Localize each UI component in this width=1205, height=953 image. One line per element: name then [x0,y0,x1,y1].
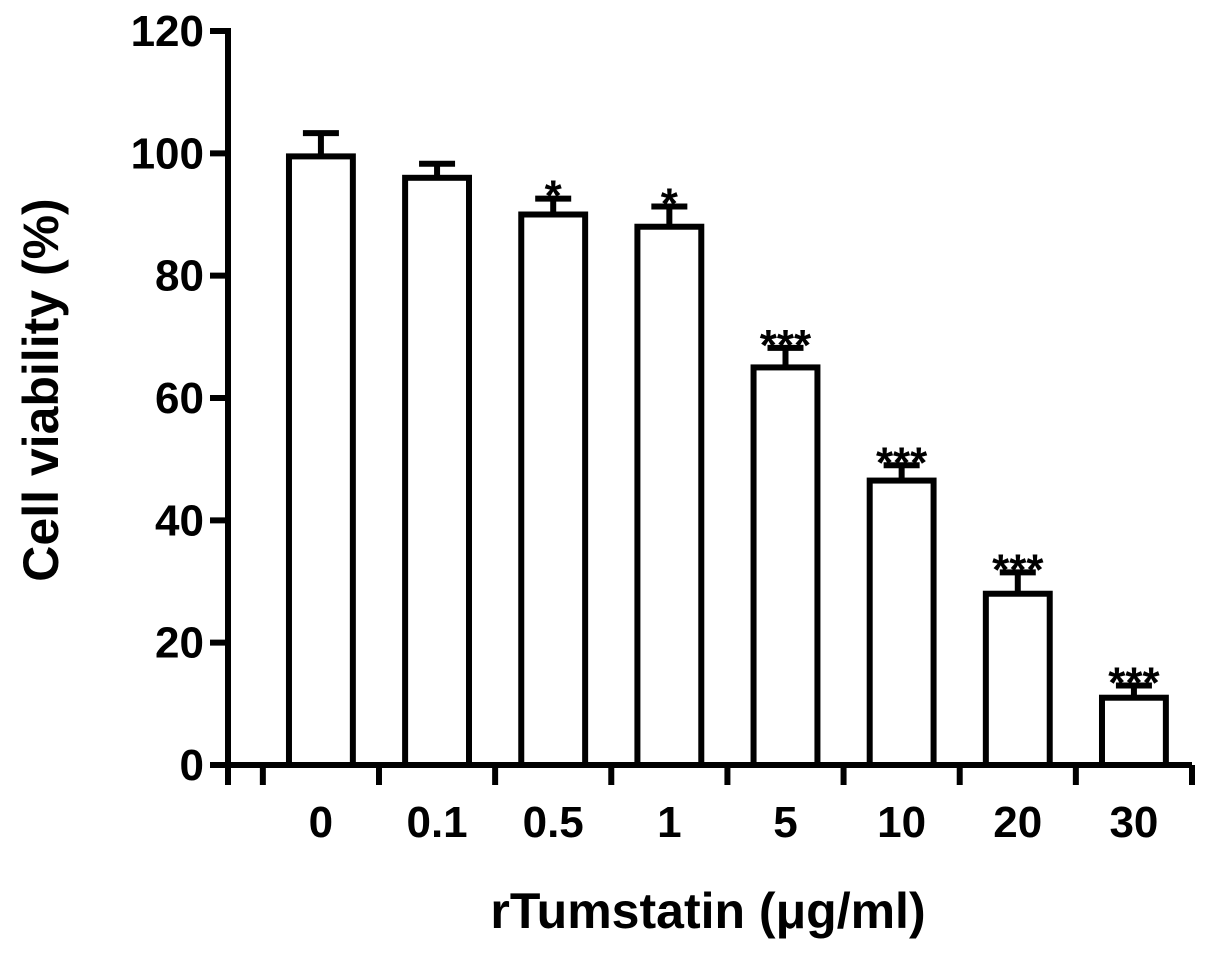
bar [750,364,821,768]
bar-group: *** [866,438,937,768]
bar-group [402,160,472,769]
y-tick-label: 80 [155,252,204,301]
x-axis-title: rTumstatin (μg/ml) [490,883,925,939]
bar [866,477,937,768]
bar [982,590,1053,768]
x-tick-label: 10 [877,798,926,847]
significance-label: *** [760,321,812,370]
x-tick-label: 1 [657,798,681,847]
x-tick-label: 0 [309,798,333,847]
bars: * ************* [285,130,1169,769]
x-tick-label: 30 [1109,798,1158,847]
x-axis: 0 0.1 0.5 1 5 10 20 30 [225,762,1195,847]
x-tick-label: 0.5 [523,798,584,847]
bar-group: * [634,180,705,768]
significance-label: *** [876,438,928,487]
significance-label: * [545,172,563,221]
significance-label: * [661,180,679,229]
bar [1098,694,1169,769]
bar-group: *** [1098,658,1169,769]
x-tick-label: 0.1 [406,798,467,847]
significance-label: *** [992,545,1044,594]
y-tick-label: 20 [155,619,204,668]
bar [518,211,589,768]
bar-group: * [518,172,589,768]
y-tick-label: 0 [180,741,204,790]
y-tick-label: 100 [131,129,204,178]
bar [285,153,356,768]
x-tick-label: 5 [773,798,797,847]
y-tick-label: 40 [155,496,204,545]
y-tick-label: 120 [131,7,204,56]
y-axis-title: Cell viability (%) [13,198,69,581]
y-tick-label: 60 [155,374,204,423]
significance-label: *** [1108,658,1160,707]
x-tick-label: 20 [993,798,1042,847]
bar [634,223,705,768]
bar-group [285,130,356,768]
bar-group: *** [982,545,1053,768]
bar-group: *** [750,321,821,768]
y-axis: 0 20 40 60 80 100 120 [131,7,231,790]
bar [402,174,472,769]
